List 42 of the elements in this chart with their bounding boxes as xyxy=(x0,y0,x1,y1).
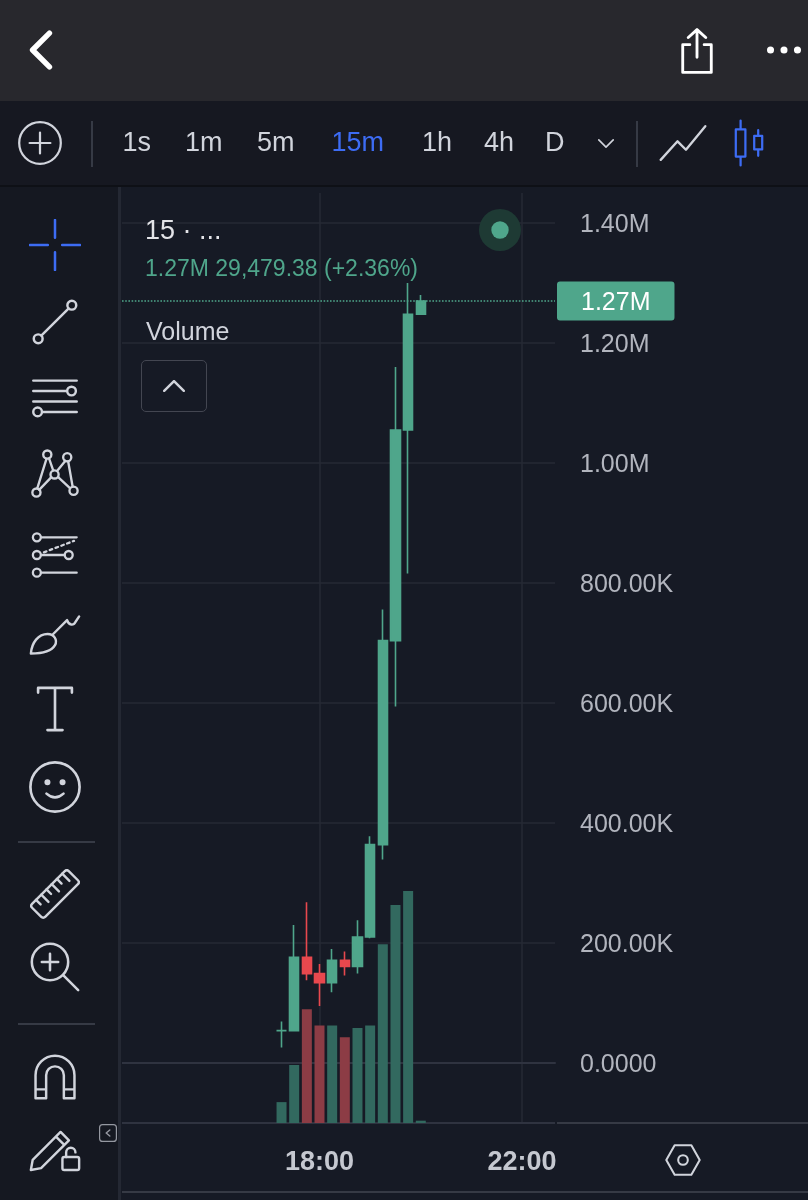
bar xyxy=(301,1009,312,1123)
bar xyxy=(390,904,401,1123)
text: 1m xyxy=(185,126,223,159)
candlestick xyxy=(389,366,402,708)
candlestick xyxy=(377,608,389,861)
bar xyxy=(289,1065,300,1123)
text: 15 · ... xyxy=(145,214,222,245)
candlestick xyxy=(339,950,351,977)
candlestick xyxy=(326,948,338,993)
text: 4h xyxy=(484,126,515,159)
y-tick-label: 1.20M xyxy=(580,329,650,357)
y-tick-label: 800.00K xyxy=(580,569,674,597)
candlestick xyxy=(351,919,364,975)
text: 5m xyxy=(257,126,295,159)
x-tick-label: 22:00 xyxy=(487,1145,557,1176)
bar xyxy=(314,1025,325,1123)
bar xyxy=(339,1037,350,1123)
chart-title: Volume xyxy=(146,316,230,345)
bar xyxy=(276,1102,287,1123)
y-tick-label: 0.0000 xyxy=(580,1049,657,1077)
candlestick xyxy=(275,1020,288,1049)
bar xyxy=(327,1025,338,1123)
y-tick-label: 600.00K xyxy=(580,689,674,717)
candlestick xyxy=(301,901,313,981)
candlestick xyxy=(288,924,300,1032)
candlestick xyxy=(364,835,376,939)
text: 15m xyxy=(331,126,385,159)
y-tick-label: 1.40M xyxy=(580,209,650,237)
text: 1.27M 29,479.38 (+2.36%) xyxy=(145,254,418,281)
ref-line-label: 1.27M xyxy=(581,287,651,315)
text: 1h xyxy=(422,126,453,159)
bar xyxy=(403,891,414,1123)
bar xyxy=(377,944,388,1123)
y-tick-label: 400.00K xyxy=(580,809,674,837)
bar xyxy=(365,1025,376,1123)
y-tick-label: 200.00K xyxy=(580,929,674,957)
text: 1s xyxy=(122,126,152,159)
candlestick xyxy=(313,963,326,1007)
bar xyxy=(352,1027,363,1123)
y-tick-label: 1.00M xyxy=(580,449,650,477)
x-tick-label: 18:00 xyxy=(284,1145,355,1176)
text: D xyxy=(545,126,565,159)
